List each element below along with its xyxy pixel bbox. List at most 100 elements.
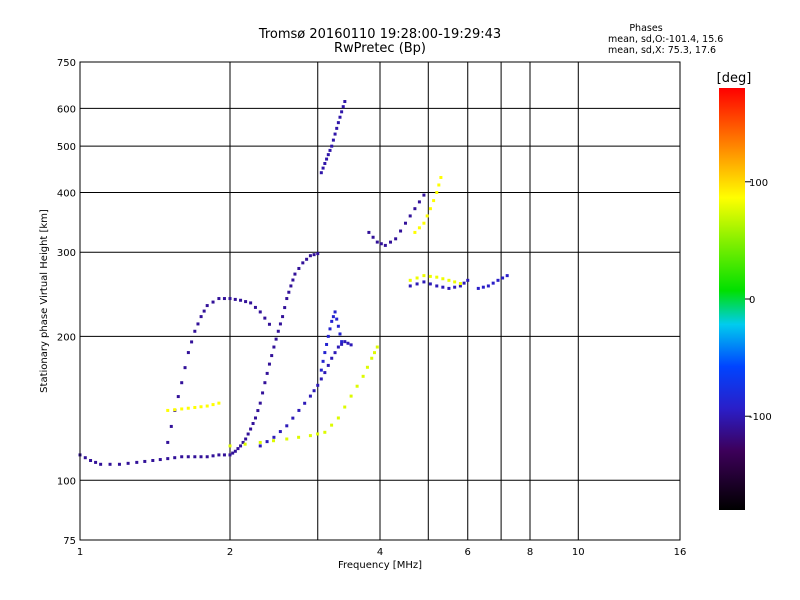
y-tick-label: 750 [57,58,76,69]
data-point [371,235,375,239]
data-point [199,405,203,409]
data-point [263,381,267,385]
data-point [370,356,374,360]
data-point [199,315,203,319]
data-point [166,457,170,461]
data-point [108,462,112,466]
data-point [336,416,340,420]
data-point [501,276,505,280]
y-tick-label: 400 [57,188,76,199]
grid [80,62,680,540]
data-point [481,285,485,289]
data-point [338,115,342,119]
data-point [415,282,419,286]
data-point [228,453,232,457]
data-point [373,351,377,355]
data-point [205,455,209,459]
data-point [422,193,426,197]
data-point [367,230,371,234]
data-point [331,138,335,142]
data-point [166,440,170,444]
data-point [281,315,285,319]
data-point [173,456,177,460]
data-point [341,105,345,109]
phase-stats-o: mean, sd,O:-101.4, 15.6 [608,34,723,45]
data-point [328,148,332,152]
data-point [453,285,457,289]
data-point [333,310,337,314]
data-point [328,327,332,331]
data-point [435,275,439,279]
data-point [379,242,383,246]
data-point [228,444,232,448]
x-tick-label: 8 [527,547,533,558]
data-point [186,351,190,355]
data-point [453,280,457,284]
data-point [330,144,334,148]
data-point [428,274,432,278]
data-point [258,444,262,448]
data-point [297,266,301,270]
data-point [83,456,87,460]
data-point [276,329,280,333]
data-point [289,284,293,288]
data-point [126,461,130,465]
data-point [285,424,289,428]
y-tick-label: 500 [57,142,76,153]
data-point [285,437,289,441]
data-point [417,226,421,230]
data-point [256,409,260,413]
data-point [308,254,312,258]
data-point [349,394,353,398]
data-point [89,458,93,462]
data-point [241,440,245,444]
x-axis-label: Frequency [MHz] [338,560,422,571]
data-point [249,301,253,305]
data-point [193,329,197,333]
data-point [236,447,240,451]
data-point [408,284,412,288]
data-point [413,207,417,211]
data-point [408,278,412,282]
data-point [375,345,379,349]
y-axis-label: Stationary phase Virtual Height [km] [39,209,50,393]
data-point [319,171,323,175]
data-point [297,408,301,412]
colorbar-label: [deg] [717,71,752,86]
data-point [316,252,320,256]
data-point [180,407,184,411]
data-point [383,243,387,247]
data-point [316,383,320,387]
data-point [94,460,98,464]
data-point [244,300,248,304]
data-point [365,365,369,369]
data-point [333,132,337,136]
data-point [355,384,359,388]
data-point [258,401,262,405]
data-point [417,200,421,204]
data-point [285,297,289,301]
data-point [375,240,379,244]
phase-stats-heading: Phases [629,23,662,34]
data-point [447,278,451,282]
data-point [428,207,432,211]
data-point [308,434,312,438]
data-point [326,153,330,157]
colorbar-tick-label: 100 [749,178,768,189]
data-point [466,278,470,282]
data-point [180,381,184,385]
data-point [222,297,226,301]
data-point [222,453,226,457]
data-point [231,451,235,455]
data-point [143,459,147,463]
data-point [287,290,291,294]
data-point [267,362,271,366]
data-point [293,272,297,276]
data-point [272,439,276,443]
data-point [458,282,462,286]
data-point [437,183,441,187]
chart-subtitle: RwPretec (Bp) [334,41,426,56]
data-point [261,391,265,395]
data-point [249,427,253,431]
